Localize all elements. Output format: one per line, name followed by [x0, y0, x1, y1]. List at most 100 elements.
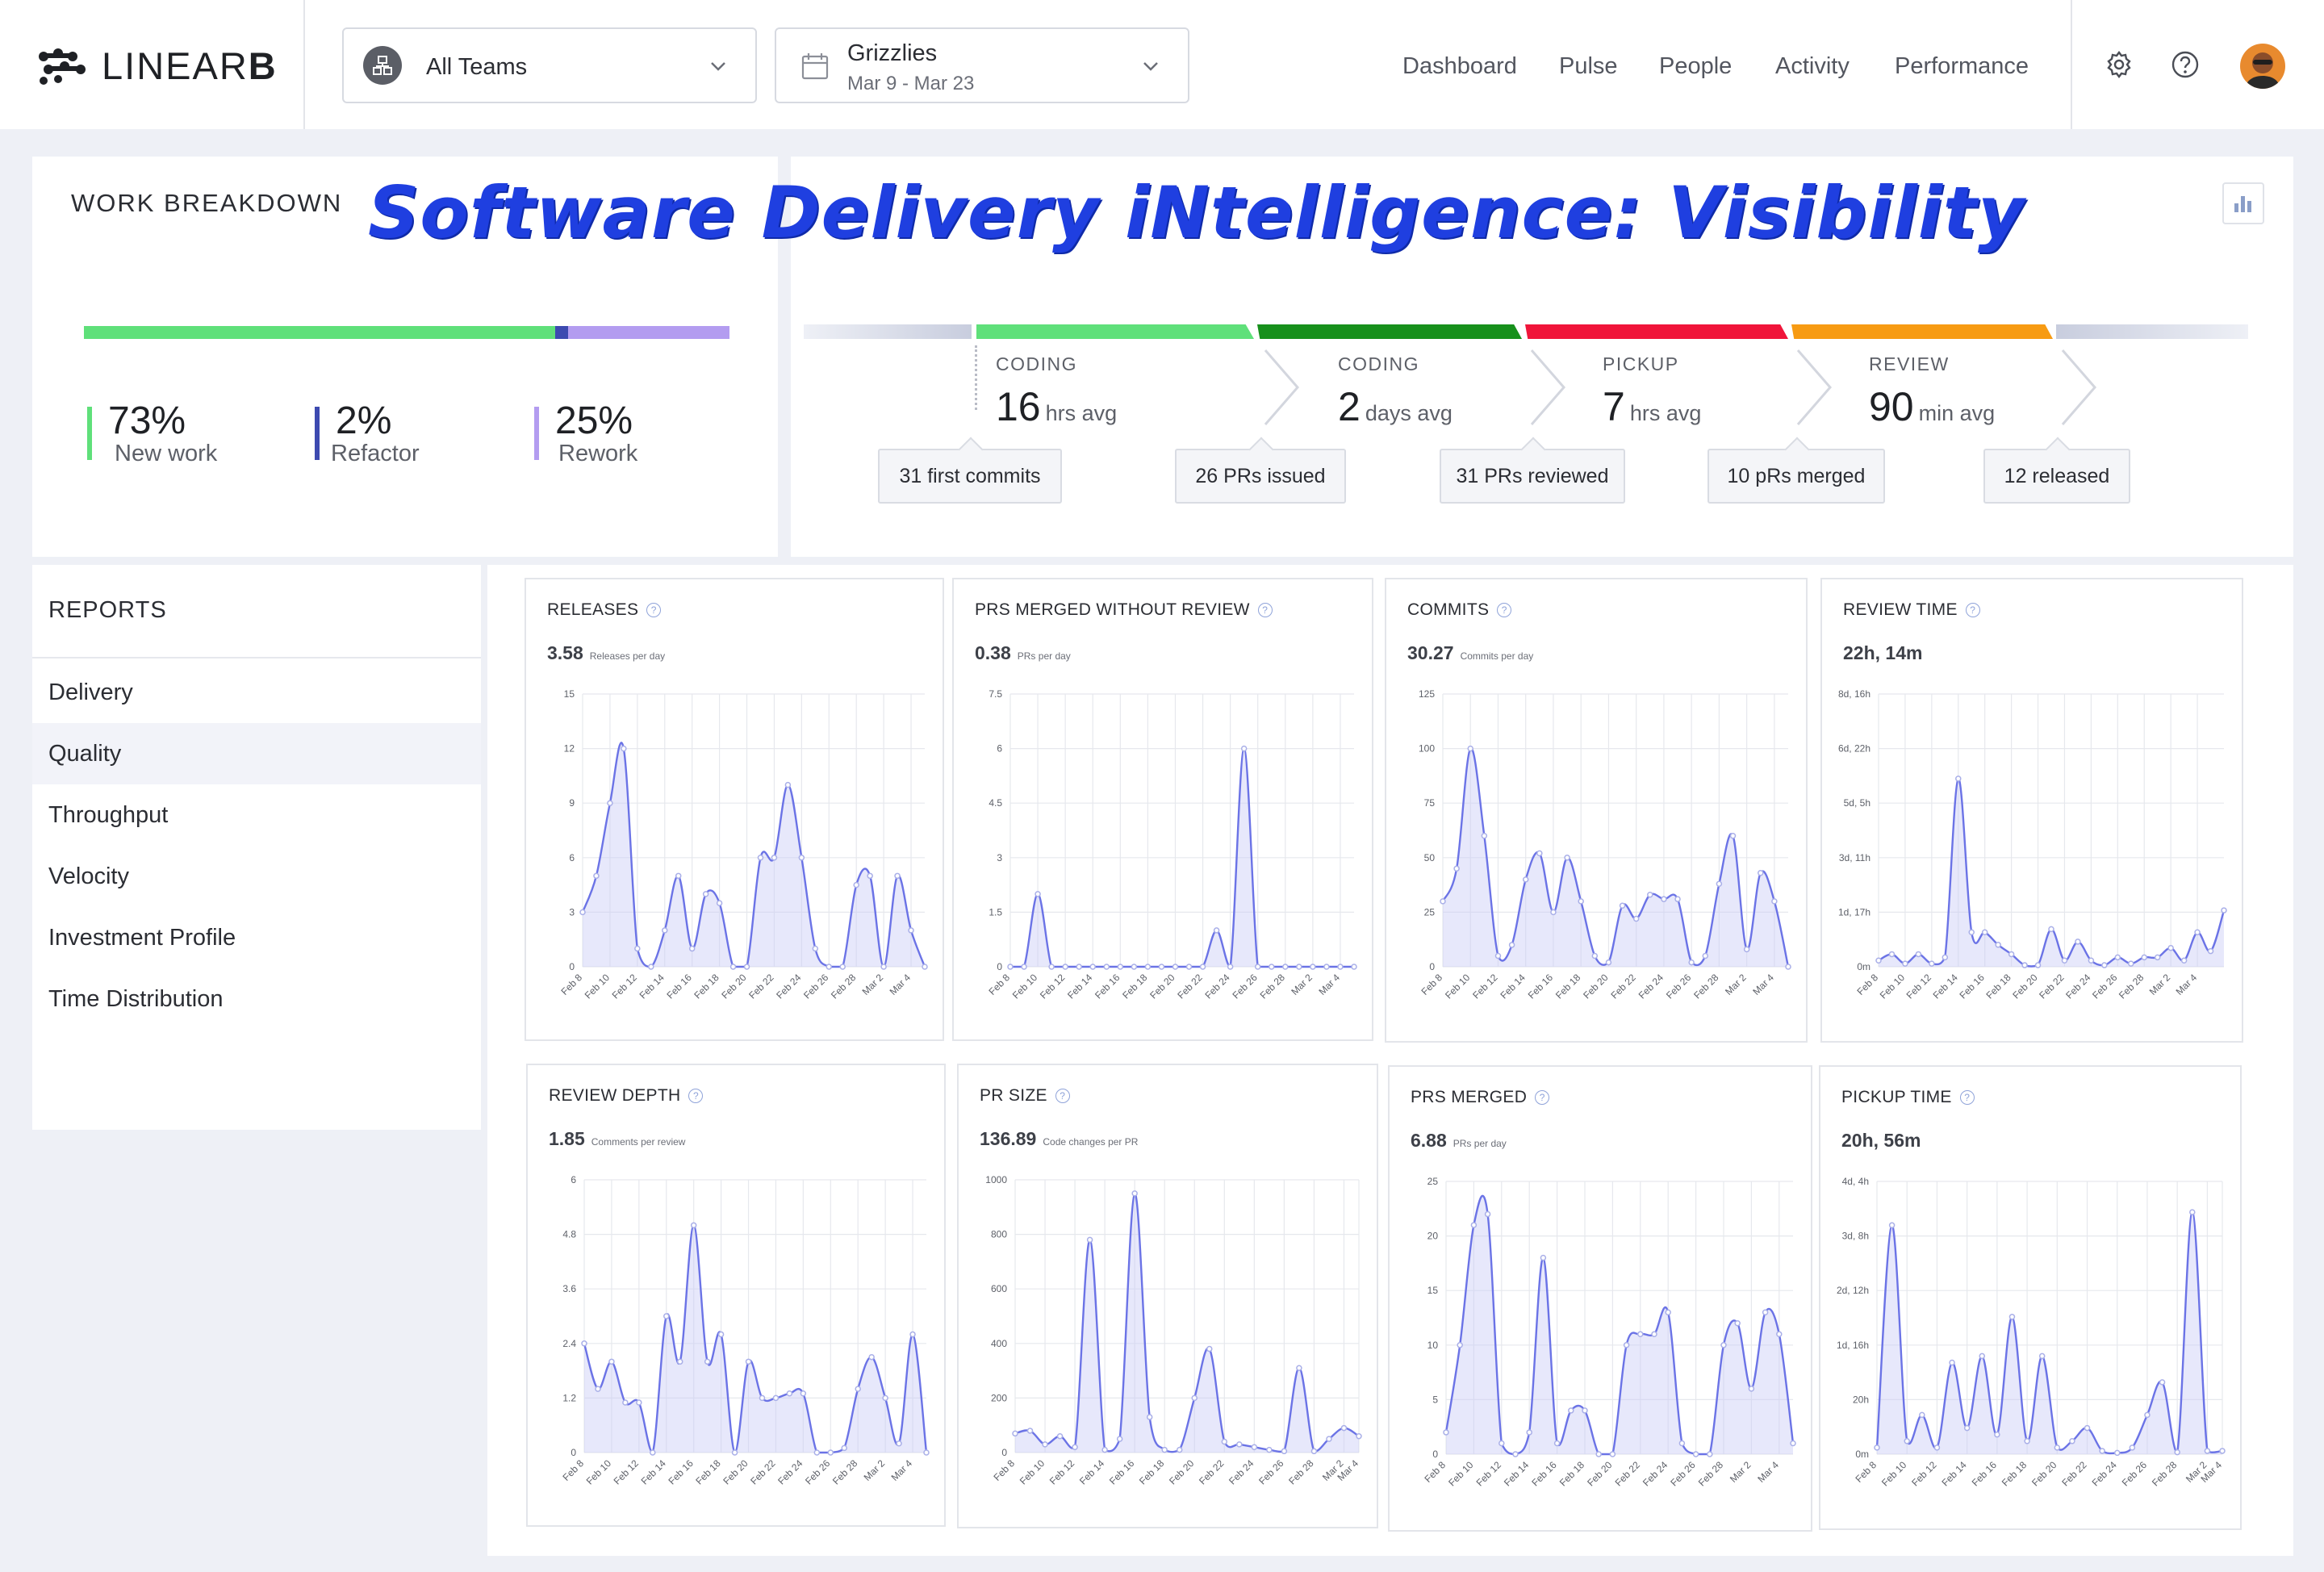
data-point[interactable]	[1963, 1424, 1971, 1432]
data-point[interactable]	[2167, 944, 2174, 951]
data-point[interactable]	[1453, 865, 1460, 872]
data-point[interactable]	[2114, 954, 2121, 961]
data-point[interactable]	[2154, 954, 2161, 961]
data-point[interactable]	[2129, 1444, 2136, 1451]
data-point[interactable]	[1902, 960, 1908, 967]
data-point[interactable]	[1481, 833, 1488, 839]
chart-view-toggle[interactable]	[2222, 182, 2264, 224]
data-point[interactable]	[2061, 957, 2068, 964]
data-point[interactable]	[1550, 909, 1557, 916]
data-point[interactable]	[1771, 898, 1778, 905]
info-icon[interactable]: ?	[688, 1089, 704, 1103]
data-point[interactable]	[622, 1399, 629, 1406]
data-point[interactable]	[717, 1331, 725, 1338]
data-point[interactable]	[1086, 1236, 1093, 1244]
data-point[interactable]	[1508, 942, 1515, 948]
data-point[interactable]	[784, 781, 792, 788]
data-point[interactable]	[1979, 1353, 1986, 1360]
data-point[interactable]	[1949, 1359, 1955, 1366]
data-point[interactable]	[855, 1386, 861, 1392]
data-point[interactable]	[1995, 942, 2001, 948]
data-point[interactable]	[1323, 964, 1330, 970]
data-point[interactable]	[1266, 1446, 1273, 1453]
data-point[interactable]	[2221, 907, 2227, 914]
data-point[interactable]	[1582, 1407, 1588, 1414]
data-point[interactable]	[812, 945, 819, 952]
data-point[interactable]	[1131, 964, 1138, 970]
data-point[interactable]	[704, 1358, 711, 1365]
data-point[interactable]	[1296, 1365, 1302, 1371]
data-point[interactable]	[1647, 892, 1653, 898]
report-item-investment-profile[interactable]: Investment Profile	[48, 925, 236, 951]
data-point[interactable]	[2021, 962, 2028, 968]
data-point[interactable]	[1748, 1386, 1755, 1392]
data-point[interactable]	[1553, 1440, 1561, 1447]
data-point[interactable]	[1758, 869, 1764, 876]
data-point[interactable]	[908, 927, 914, 934]
data-point[interactable]	[2101, 962, 2108, 968]
data-point[interactable]	[663, 1313, 670, 1319]
chart-panel-review-time[interactable]: REVIEW TIME? 22h, 14m 0m 1d, 17h 3d, 11h 5d…	[1820, 578, 2243, 1043]
data-point[interactable]	[2054, 1444, 2061, 1451]
data-point[interactable]	[1213, 927, 1220, 934]
data-point[interactable]	[634, 945, 641, 952]
report-item-velocity[interactable]: Velocity	[48, 863, 129, 889]
nav-activity[interactable]: Activity	[1775, 53, 1850, 79]
data-point[interactable]	[2099, 1448, 2105, 1454]
chart-panel-prs-merged[interactable]: PRS MERGED? 6.88 PRs per day 0 5 10 15 20 25 Fe…	[1388, 1065, 1812, 1532]
data-point[interactable]	[2194, 929, 2201, 936]
report-item-throughput[interactable]: Throughput	[48, 802, 169, 828]
data-point[interactable]	[2128, 960, 2134, 967]
data-point[interactable]	[1595, 1451, 1602, 1457]
data-point[interactable]	[650, 1449, 656, 1456]
data-point[interactable]	[1776, 1331, 1783, 1338]
info-icon[interactable]: ?	[1535, 1090, 1550, 1105]
data-point[interactable]	[1665, 1309, 1671, 1315]
data-point[interactable]	[648, 964, 654, 970]
data-point[interactable]	[1564, 855, 1570, 861]
data-point[interactable]	[1206, 1345, 1213, 1353]
data-point[interactable]	[1875, 957, 1882, 964]
data-point[interactable]	[827, 1449, 834, 1456]
data-point[interactable]	[868, 1353, 875, 1361]
data-point[interactable]	[1146, 1414, 1153, 1420]
data-point[interactable]	[1176, 1446, 1183, 1453]
date-range-dropdown[interactable]: Grizzlies Mar 9 - Mar 23	[775, 27, 1189, 103]
data-point[interactable]	[2174, 1449, 2180, 1456]
nav-people[interactable]: People	[1659, 53, 1733, 79]
data-point[interactable]	[1443, 1429, 1449, 1436]
data-point[interactable]	[909, 1331, 916, 1338]
data-point[interactable]	[1089, 964, 1096, 970]
data-point[interactable]	[1035, 891, 1041, 897]
info-icon[interactable]: ?	[1965, 603, 1980, 617]
data-point[interactable]	[786, 1390, 793, 1397]
data-point[interactable]	[1651, 1331, 1657, 1338]
data-point[interactable]	[1623, 1342, 1630, 1348]
data-point[interactable]	[1470, 1222, 1478, 1228]
data-point[interactable]	[2113, 1449, 2121, 1457]
data-point[interactable]	[581, 1340, 587, 1347]
chart-panel-prs-merged-without-review[interactable]: PRS MERGED WITHOUT REVIEW? 0.38 PRs per d…	[952, 578, 1373, 1041]
data-point[interactable]	[1637, 1331, 1644, 1338]
data-point[interactable]	[1720, 1342, 1727, 1348]
data-point[interactable]	[867, 872, 873, 880]
data-point[interactable]	[1440, 898, 1446, 905]
data-point[interactable]	[579, 909, 586, 916]
data-point[interactable]	[896, 1440, 902, 1447]
data-point[interactable]	[1729, 833, 1737, 839]
data-point[interactable]	[745, 1358, 752, 1365]
data-point[interactable]	[1254, 964, 1261, 970]
data-point[interactable]	[1942, 954, 1949, 961]
stage-pickup[interactable]: PICKUP 7 hrs avg	[1603, 353, 1701, 430]
data-point[interactable]	[716, 900, 723, 906]
data-point[interactable]	[688, 945, 696, 952]
chart-panel-commits[interactable]: COMMITS? 30.27 Commits per day 0 25 50 75 100…	[1385, 578, 1808, 1043]
data-point[interactable]	[1296, 964, 1302, 970]
data-point[interactable]	[621, 745, 627, 752]
data-point[interactable]	[1609, 1451, 1616, 1457]
data-point[interactable]	[1678, 1440, 1686, 1447]
nav-pulse[interactable]: Pulse	[1559, 53, 1618, 79]
info-icon[interactable]: ?	[1497, 603, 1512, 617]
data-point[interactable]	[1981, 929, 1988, 936]
data-point[interactable]	[1734, 1320, 1741, 1327]
